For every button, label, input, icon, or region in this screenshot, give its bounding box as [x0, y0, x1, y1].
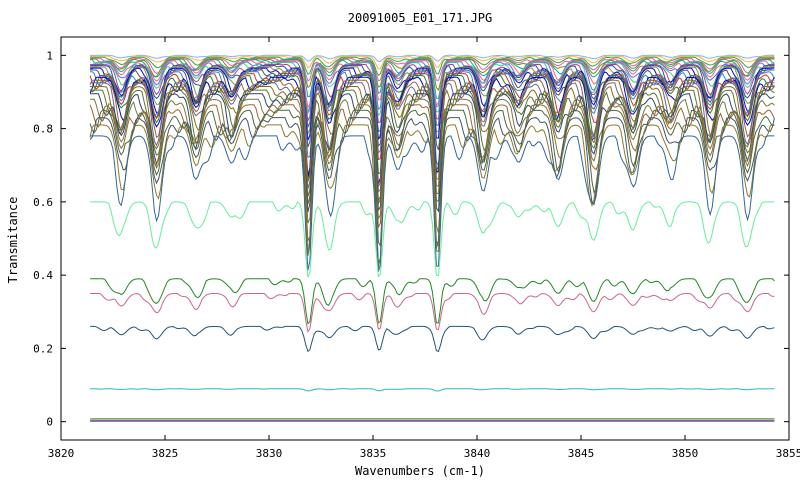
x-tick-label: 3835 — [360, 447, 387, 460]
series-layer — [89, 54, 775, 422]
x-axis-label: Wavenumbers (cm-1) — [355, 464, 485, 478]
y-axis-label: Transmitance — [6, 197, 20, 284]
x-tick-label: 3830 — [256, 447, 283, 460]
series-line — [89, 124, 775, 268]
series-line — [90, 98, 775, 233]
y-tick-label: 0.8 — [33, 123, 53, 136]
series-line — [90, 292, 775, 333]
x-tick-label: 3820 — [48, 447, 75, 460]
series-line — [90, 201, 775, 278]
y-tick-label: 0.4 — [33, 269, 53, 282]
y-tick-label: 1 — [46, 49, 53, 62]
series-line — [90, 54, 775, 62]
series-line — [90, 55, 775, 70]
x-tick-label: 3855 — [776, 447, 800, 460]
x-tick-label: 3825 — [152, 447, 179, 460]
axes-layer: 3820 3825 3830 3835 3840 3845 3850 3855 0 0.2 0.4 0… — [33, 36, 800, 460]
series-line — [90, 135, 775, 272]
x-tick-label: 3850 — [672, 447, 699, 460]
y-tick-label: 0 — [46, 416, 53, 429]
series-line — [90, 325, 775, 353]
x-tick-label: 3845 — [568, 447, 595, 460]
chart-title: 20091005_E01_171.JPG — [348, 11, 493, 25]
series-line — [90, 56, 775, 77]
series-line — [90, 71, 775, 168]
plot-frame — [60, 36, 790, 441]
series-line — [90, 59, 775, 100]
series-line — [89, 104, 775, 246]
series-line — [90, 278, 775, 325]
y-tick-label: 0.2 — [33, 342, 53, 355]
series-line — [90, 388, 775, 392]
x-tick-label: 3840 — [464, 447, 491, 460]
y-tick-label: 0.6 — [33, 196, 53, 209]
